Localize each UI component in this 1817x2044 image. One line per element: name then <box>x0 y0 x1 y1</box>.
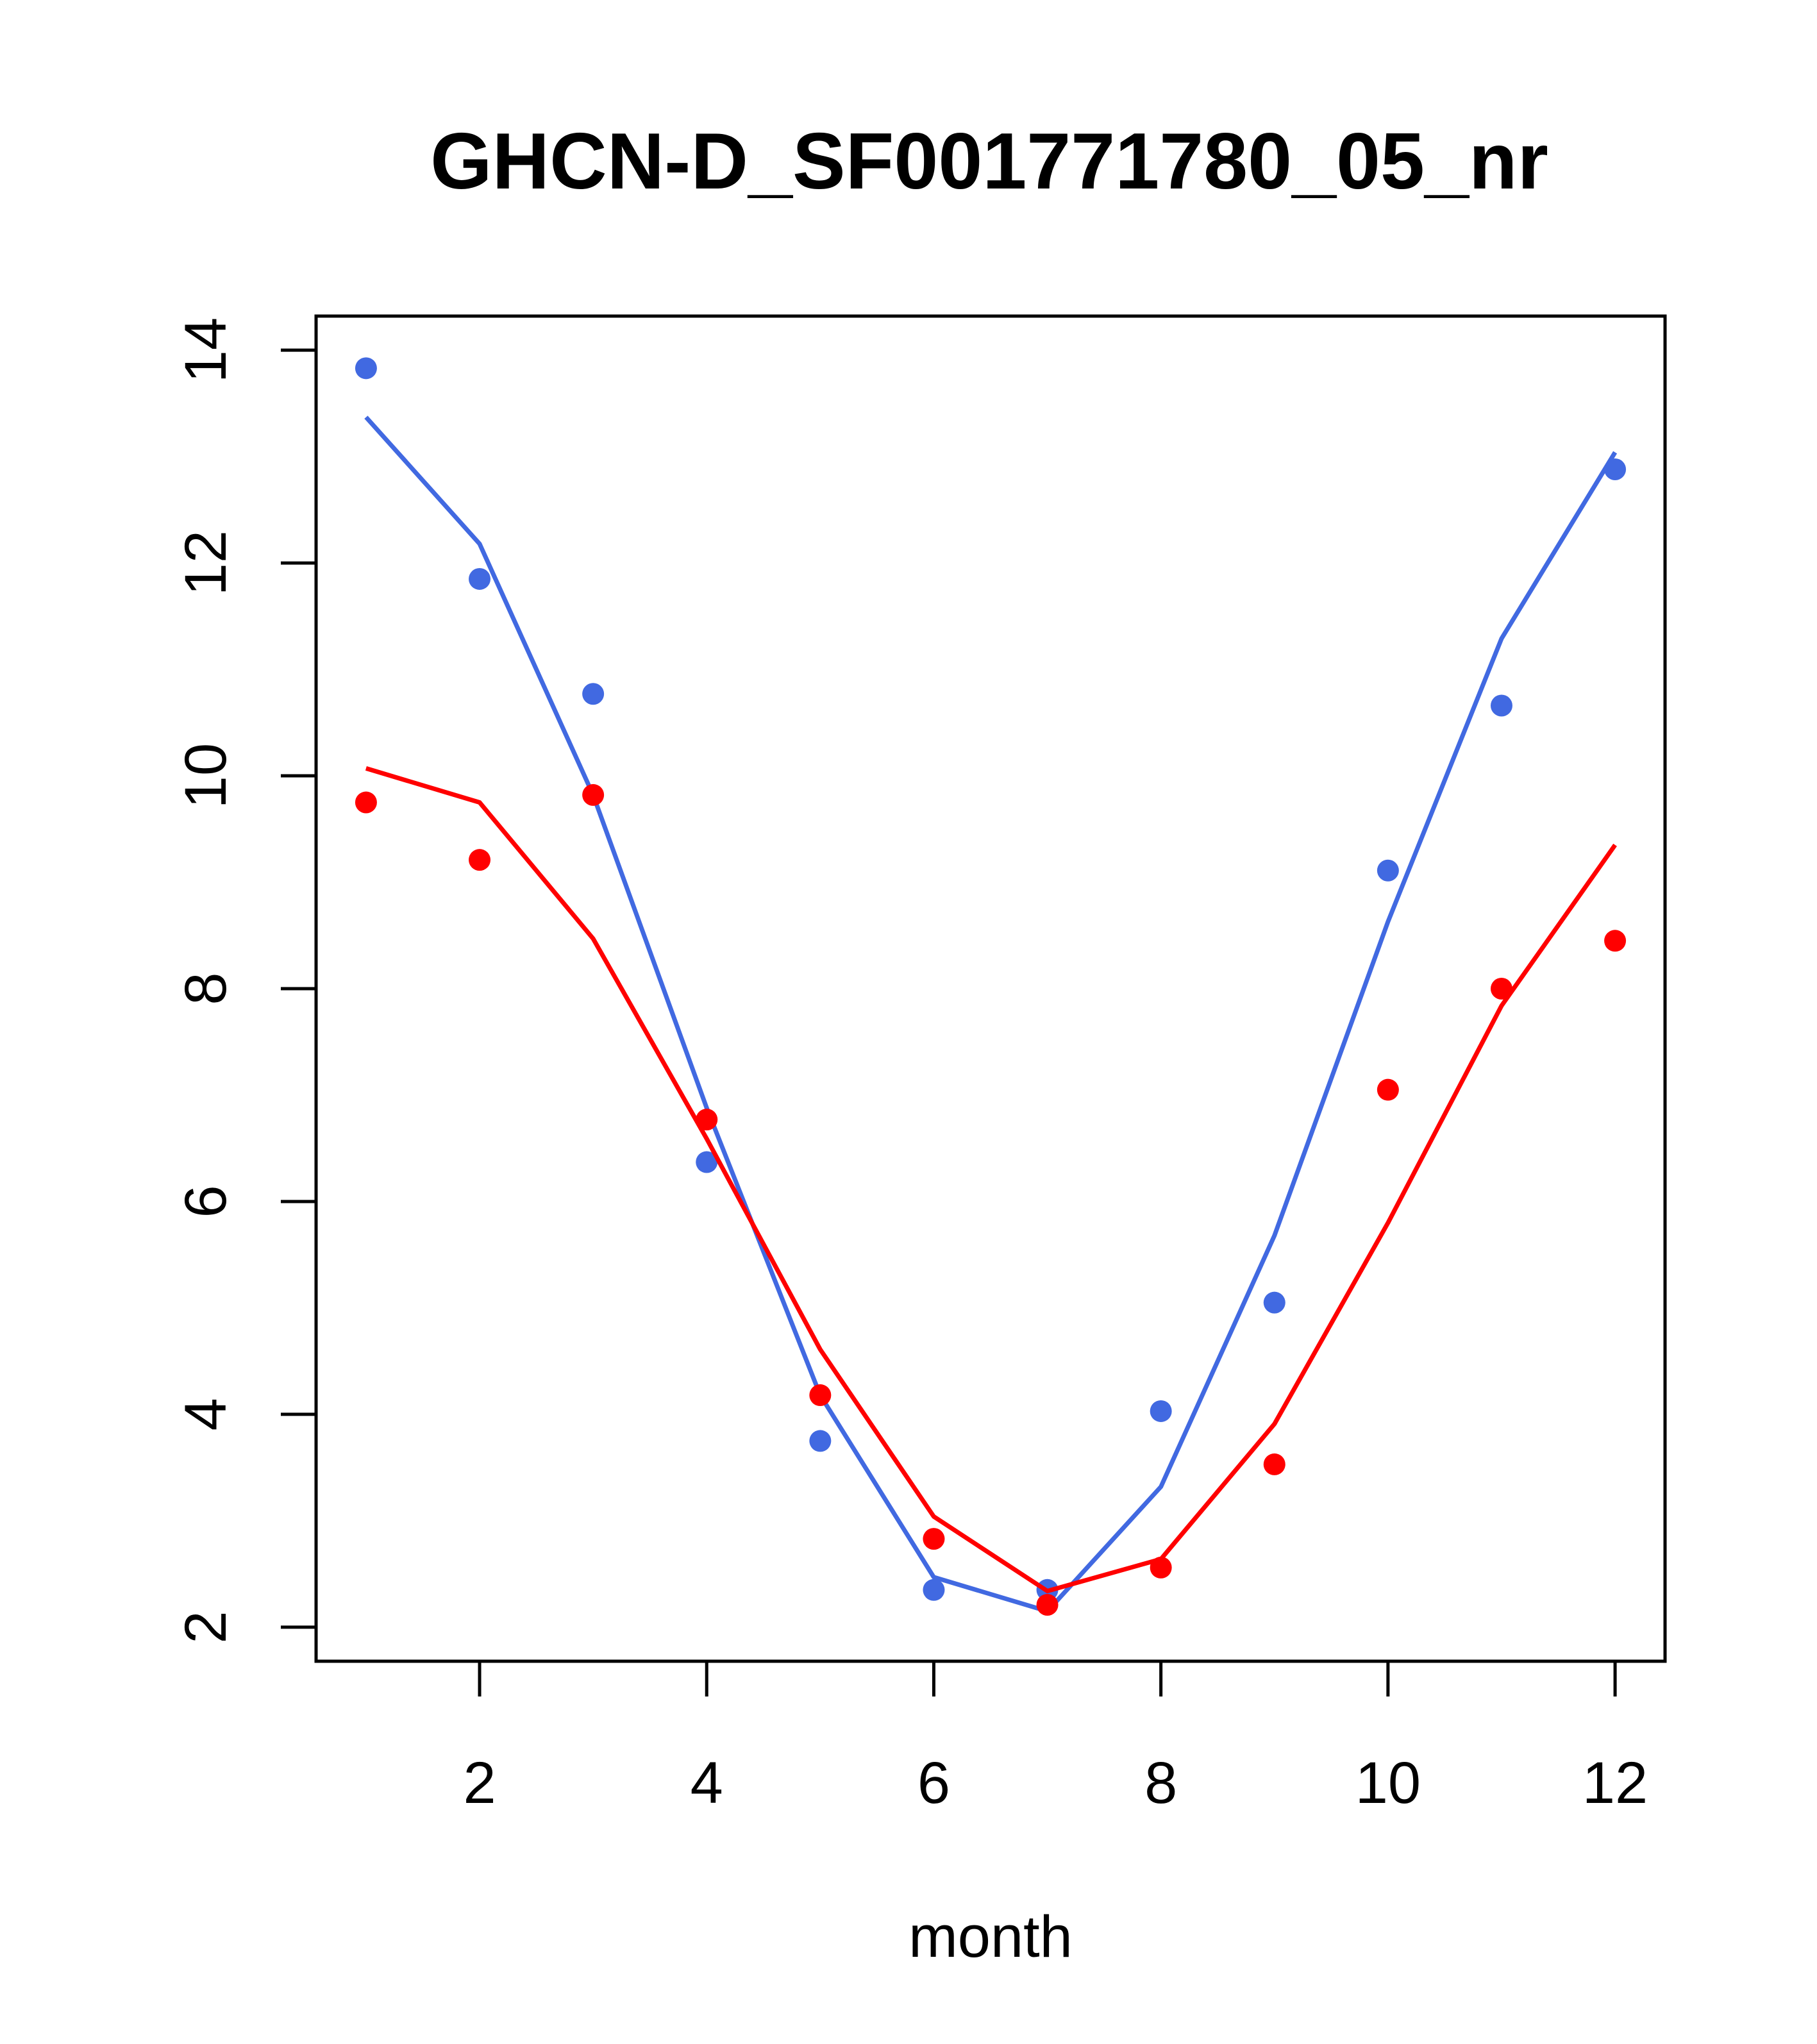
data-point <box>696 1151 718 1173</box>
data-point <box>1036 1594 1059 1616</box>
x-tick-label: 12 <box>1582 1750 1648 1816</box>
x-axis-label: month <box>908 1904 1073 1970</box>
data-point <box>582 683 605 705</box>
y-tick-label: 10 <box>173 743 239 808</box>
data-point <box>1604 930 1627 952</box>
data-point <box>809 1384 832 1407</box>
data-point <box>1490 978 1512 1000</box>
data-point <box>355 357 377 380</box>
y-tick-label: 8 <box>173 972 239 1005</box>
x-axis: 2 4 6 8 10 12 <box>463 1659 1648 1816</box>
series-2 <box>355 766 1627 1616</box>
plot-area-frame <box>314 314 1667 1663</box>
data-point <box>809 1430 832 1452</box>
y-tick-label: 4 <box>173 1398 239 1430</box>
data-point <box>696 1109 718 1131</box>
data-point <box>469 849 491 871</box>
data-point <box>1490 694 1512 717</box>
data-point <box>1604 458 1627 481</box>
y-tick-label: 6 <box>173 1185 239 1218</box>
series-line <box>364 415 1618 1614</box>
data-point <box>1150 1400 1172 1422</box>
y-axis: 2 4 6 8 10 12 14 <box>173 317 318 1643</box>
x-tick-label: 10 <box>1355 1750 1421 1816</box>
data-point <box>1377 1078 1399 1101</box>
chart-title: GHCN-D_SF001771780_05_nr <box>430 117 1548 206</box>
data-point <box>1263 1453 1285 1475</box>
y-tick-label: 12 <box>173 530 239 596</box>
series-1 <box>355 357 1627 1614</box>
x-tick-label: 8 <box>1144 1750 1177 1816</box>
data-point <box>355 791 377 814</box>
x-tick-label: 2 <box>463 1750 496 1816</box>
y-tick-label: 2 <box>173 1611 239 1643</box>
data-point <box>1263 1291 1285 1314</box>
x-tick-label: 6 <box>917 1750 950 1816</box>
series-line <box>365 766 1617 1593</box>
data-point <box>469 567 491 590</box>
data-point <box>923 1579 945 1601</box>
y-tick-label: 14 <box>173 317 239 383</box>
series-layer <box>355 357 1627 1616</box>
data-point <box>1150 1556 1172 1579</box>
x-tick-label: 4 <box>691 1750 723 1816</box>
data-point <box>923 1528 945 1550</box>
data-point <box>582 783 605 806</box>
data-point <box>1377 859 1399 882</box>
